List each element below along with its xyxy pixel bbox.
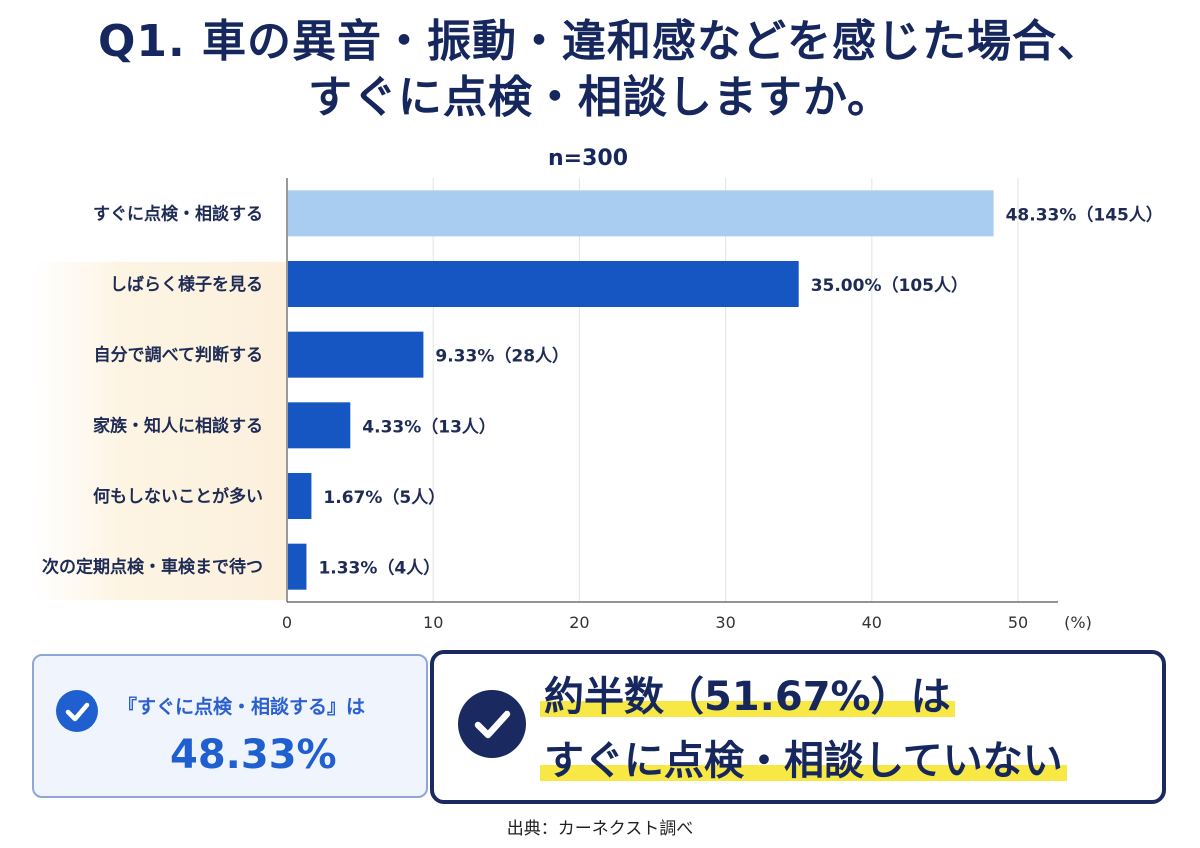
sample-size-label: n=300 <box>548 146 629 171</box>
check-circle-icon <box>56 690 98 732</box>
bar <box>288 543 307 590</box>
data-label: 1.67%（5人） <box>323 487 445 508</box>
x-tick-label: 30 <box>715 613 735 632</box>
bar-chart: すぐに点検・相談する 48.33%（145人） しばらく様子を見る 35.00%（10… <box>42 178 1163 632</box>
highlight-line-1: 約半数（51.67%）は <box>540 672 955 722</box>
category-label: 何もしないことが多い <box>93 486 263 507</box>
summary-box-right: 約半数（51.67%）は すぐに点検・相談していない <box>430 650 1166 804</box>
chart-title: Q1. 車の異音・振動・違和感などを感じた場合、 すぐに点検・相談しますか。 <box>0 14 1200 126</box>
category-label: 自分で調べて判断する <box>94 345 263 366</box>
summary-box-left: 『すぐに点検・相談する』は 48.33% <box>32 654 428 798</box>
label-highlight-background <box>34 262 286 600</box>
bar <box>288 261 799 307</box>
category-label: 次の定期点検・車検まで待つ <box>42 557 263 578</box>
bar <box>288 473 312 519</box>
x-tick-label: 50 <box>1008 613 1028 632</box>
summary-value: 48.33% <box>170 732 337 778</box>
summary-subtitle: 『すぐに点検・相談する』は <box>118 696 366 718</box>
check-circle-icon <box>458 690 526 758</box>
bar <box>288 402 351 449</box>
title-line-1: Q1. 車の異音・振動・違和感などを感じた場合、 <box>97 16 1103 67</box>
bar <box>288 331 424 378</box>
data-label: 4.33%（13人） <box>362 416 496 437</box>
bar <box>288 190 994 237</box>
highlight-line-2: すぐに点検・相談していない <box>540 736 1067 786</box>
title-line-2: すぐに点検・相談しますか。 <box>307 72 893 123</box>
category-label: 家族・知人に相談する <box>93 415 263 436</box>
data-label: 35.00%（105人） <box>811 275 968 296</box>
x-tick-label: 20 <box>569 613 589 632</box>
category-label: すぐに点検・相談する <box>93 203 263 224</box>
x-unit-label: (%) <box>1064 613 1092 632</box>
x-tick-label: 40 <box>862 613 882 632</box>
category-label: しばらく様子を見る <box>110 274 263 295</box>
data-label: 48.33%（145人） <box>1006 204 1163 225</box>
x-tick-label: 10 <box>423 613 443 632</box>
source-note: 出典：カーネクスト調べ <box>506 819 694 839</box>
x-tick-label: 0 <box>282 613 292 632</box>
data-label: 1.33%（4人） <box>318 558 440 579</box>
data-label: 9.33%（28人） <box>435 346 569 367</box>
